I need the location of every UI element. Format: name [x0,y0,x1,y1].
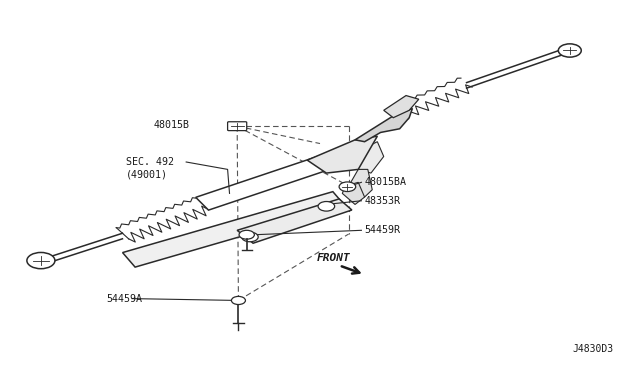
Polygon shape [384,96,419,118]
Text: 48353R: 48353R [365,196,401,206]
Circle shape [27,253,55,269]
Text: 54459A: 54459A [106,294,143,304]
Polygon shape [307,136,378,173]
FancyBboxPatch shape [228,122,246,131]
Text: J4830D3: J4830D3 [572,344,613,354]
Circle shape [318,202,335,211]
Circle shape [242,232,258,242]
Polygon shape [196,155,333,210]
Polygon shape [355,109,412,142]
Text: FRONT: FRONT [317,253,351,263]
Polygon shape [342,182,365,205]
Circle shape [558,44,581,57]
Circle shape [339,182,356,192]
Text: (49001): (49001) [125,169,168,179]
Text: 48015BA: 48015BA [365,177,406,187]
Polygon shape [349,142,384,173]
Polygon shape [123,192,346,267]
Polygon shape [237,199,352,243]
Text: 48015B: 48015B [154,120,189,130]
Text: 54459R: 54459R [365,225,401,235]
Polygon shape [349,169,372,197]
Text: SEC. 492: SEC. 492 [125,157,173,167]
Circle shape [232,296,246,305]
Circle shape [239,230,254,239]
